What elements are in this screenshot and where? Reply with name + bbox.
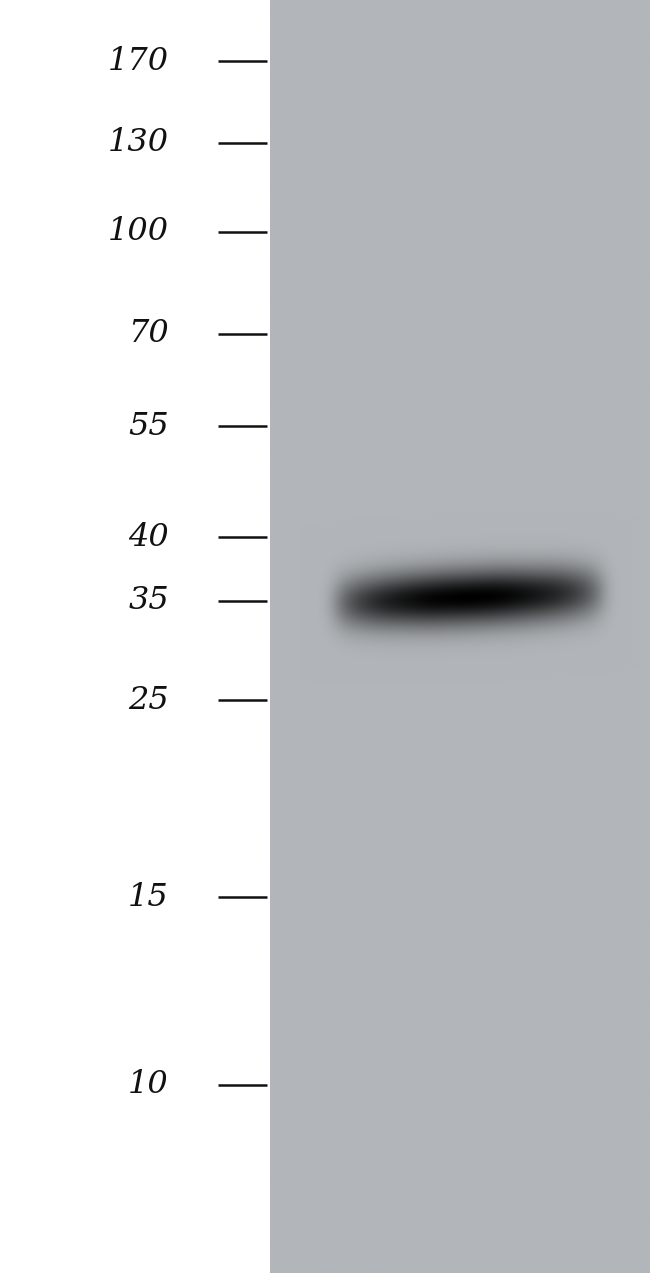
Text: 130: 130 [108, 127, 169, 158]
Bar [0, 0, 270, 1273]
Text: 100: 100 [108, 216, 169, 247]
Text: 55: 55 [128, 411, 169, 442]
Bar [270, 0, 650, 1273]
Text: 70: 70 [128, 318, 169, 349]
Text: 15: 15 [128, 882, 169, 913]
Text: 170: 170 [108, 46, 169, 76]
Text: 25: 25 [128, 685, 169, 715]
Text: 35: 35 [128, 586, 169, 616]
Text: 10: 10 [128, 1069, 169, 1100]
Text: 40: 40 [128, 522, 169, 552]
